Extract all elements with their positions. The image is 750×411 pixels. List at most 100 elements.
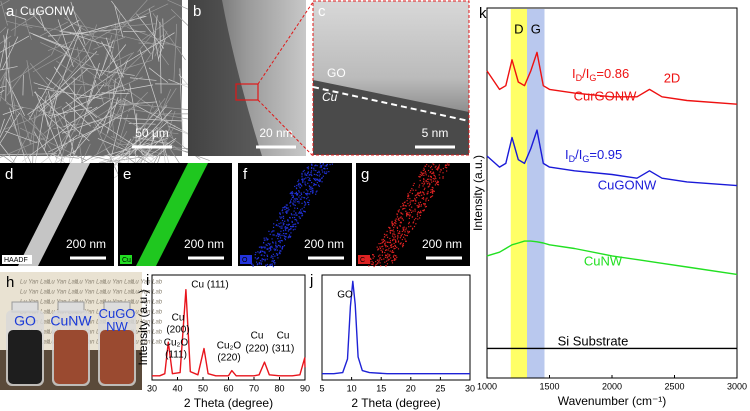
map-dot <box>292 225 294 227</box>
nanowire <box>1 67 8 87</box>
map-dot <box>391 246 393 248</box>
map-dot <box>407 202 409 205</box>
map-dot <box>405 234 407 237</box>
map-dot <box>280 227 282 229</box>
annotation: Cu <box>277 331 290 342</box>
map-dot <box>415 194 417 196</box>
watermark: Lu Yan Lab <box>132 280 163 286</box>
nanowire <box>108 105 137 120</box>
map-dot <box>435 165 437 167</box>
map-dot <box>286 212 288 214</box>
map-dot <box>301 208 303 210</box>
map-dot <box>269 264 271 267</box>
bottle-label: CuGO NW <box>99 306 136 334</box>
map-dot <box>274 249 276 251</box>
map-dot <box>307 176 309 178</box>
map-dot <box>413 225 416 228</box>
map-dot <box>314 184 316 186</box>
map-dot <box>414 208 416 210</box>
map-dot <box>392 229 394 231</box>
map-dot <box>415 217 417 220</box>
map-dot <box>266 254 268 256</box>
map-dot <box>395 255 397 257</box>
ratio-part: I <box>572 66 576 81</box>
map-dot <box>428 185 430 187</box>
map-dot <box>408 217 410 219</box>
map-dot <box>281 247 283 249</box>
map-dot <box>289 200 292 202</box>
nanowire <box>33 83 71 121</box>
tag-box <box>2 255 32 264</box>
map-dot <box>293 225 295 228</box>
map-dot <box>267 238 269 240</box>
map-dot <box>279 242 281 244</box>
map-dot <box>403 229 405 232</box>
nanowire <box>152 13 186 61</box>
map-dot <box>295 187 298 189</box>
map-dot <box>418 186 420 188</box>
map-dot <box>304 183 306 185</box>
zoom-frame <box>312 0 470 156</box>
nanowire <box>47 125 103 153</box>
map-dot <box>433 174 435 176</box>
map-dot <box>419 211 421 214</box>
map-dot <box>402 202 404 205</box>
x-tick-label: 2000 <box>602 381 622 391</box>
map-dot <box>309 185 311 188</box>
map-dot <box>408 195 410 197</box>
map-dot <box>284 233 286 235</box>
map-dot <box>423 183 425 185</box>
map-dot <box>289 229 291 231</box>
map-dot <box>261 246 263 248</box>
nanowire <box>5 130 38 144</box>
map-dot <box>298 185 300 187</box>
map-dot <box>305 189 307 191</box>
map-dot <box>311 167 313 169</box>
nanowire <box>140 109 159 129</box>
map-dot <box>271 264 273 266</box>
map-dot <box>292 224 294 226</box>
map-dot <box>275 224 277 226</box>
map-dot <box>307 201 309 203</box>
map-dot <box>402 208 405 210</box>
watermark: Lu Yan Lab <box>76 290 107 296</box>
map-dot <box>296 194 299 196</box>
map-dot <box>284 208 286 211</box>
map-dot <box>322 171 324 173</box>
nanowire <box>75 84 153 100</box>
map-dot <box>388 226 390 228</box>
map-dot <box>446 164 448 167</box>
nanowire <box>173 23 178 82</box>
map-dot <box>304 172 306 174</box>
map-dot <box>417 212 419 214</box>
map-dot <box>422 185 424 187</box>
nanowire <box>81 67 135 76</box>
map-dot <box>402 213 404 215</box>
map-dot <box>257 251 259 253</box>
zoom-box <box>235 83 259 101</box>
watermark: Lu Yan Lab <box>132 340 163 346</box>
nanowire <box>101 41 124 78</box>
map-dot <box>406 212 409 214</box>
map-dot <box>279 250 281 252</box>
nanowire <box>151 15 158 60</box>
map-dot <box>277 253 279 255</box>
map-dot <box>387 245 389 248</box>
nanowire <box>84 97 114 118</box>
map-dot <box>284 239 287 241</box>
map-dot <box>433 172 435 174</box>
map-dot <box>444 166 446 168</box>
map-dot <box>370 258 372 260</box>
map-dot <box>423 169 426 171</box>
map-dot <box>294 207 296 209</box>
watermark: Lu Yan Lab <box>20 280 51 286</box>
map-dot <box>262 258 265 261</box>
scale-label: 200 nm <box>66 237 106 251</box>
map-dot <box>376 246 378 248</box>
map-dot <box>394 219 396 221</box>
watermark: Lu Yan Lab <box>132 330 163 336</box>
map-dot <box>402 208 404 210</box>
map-dot <box>309 186 311 188</box>
nanowire <box>0 112 20 144</box>
nanowire <box>0 69 8 82</box>
